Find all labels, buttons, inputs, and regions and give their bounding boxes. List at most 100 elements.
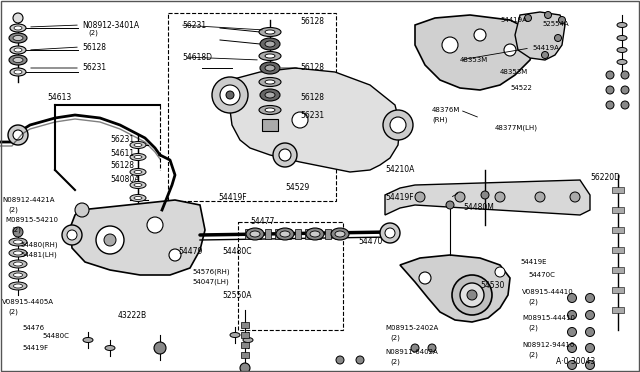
Ellipse shape <box>14 26 22 30</box>
Circle shape <box>586 343 595 353</box>
Ellipse shape <box>246 228 264 240</box>
Circle shape <box>446 201 454 209</box>
Text: 56220D: 56220D <box>590 173 620 183</box>
Circle shape <box>385 228 395 238</box>
Ellipse shape <box>130 182 146 189</box>
Circle shape <box>273 143 297 167</box>
Text: 56128: 56128 <box>110 161 134 170</box>
Text: N08912-3401A: N08912-3401A <box>82 20 139 29</box>
Ellipse shape <box>259 28 281 36</box>
Ellipse shape <box>250 231 260 237</box>
Circle shape <box>460 283 484 307</box>
Text: 43222B: 43222B <box>118 311 147 320</box>
Bar <box>295 229 301 239</box>
Bar <box>241 352 249 358</box>
Ellipse shape <box>306 228 324 240</box>
Text: 56128: 56128 <box>300 93 324 103</box>
Circle shape <box>621 71 629 79</box>
Circle shape <box>535 192 545 202</box>
Ellipse shape <box>130 195 146 202</box>
Circle shape <box>467 290 477 300</box>
Bar <box>245 229 251 239</box>
Text: 54576(RH): 54576(RH) <box>192 269 230 275</box>
Circle shape <box>568 327 577 337</box>
Text: 52550A: 52550A <box>222 291 252 299</box>
Bar <box>238 222 343 330</box>
Circle shape <box>13 227 23 237</box>
Circle shape <box>442 37 458 53</box>
Ellipse shape <box>230 333 240 337</box>
Polygon shape <box>385 180 590 215</box>
Circle shape <box>383 110 413 140</box>
Text: (2): (2) <box>528 352 538 358</box>
Circle shape <box>62 225 82 245</box>
Text: (2): (2) <box>8 207 18 213</box>
Ellipse shape <box>130 154 146 160</box>
Ellipse shape <box>9 33 27 43</box>
Bar <box>612 227 624 233</box>
Bar <box>275 229 281 239</box>
Circle shape <box>554 35 561 42</box>
Circle shape <box>104 234 116 246</box>
Text: 48353M: 48353M <box>500 69 528 75</box>
Text: 54529: 54529 <box>285 183 309 192</box>
Ellipse shape <box>9 55 27 65</box>
Circle shape <box>525 15 531 22</box>
Circle shape <box>169 249 181 261</box>
Circle shape <box>336 356 344 364</box>
Ellipse shape <box>265 54 275 58</box>
Ellipse shape <box>130 141 146 148</box>
Text: 56128: 56128 <box>300 64 324 73</box>
Ellipse shape <box>10 46 26 54</box>
Text: 54480C: 54480C <box>42 333 69 339</box>
Circle shape <box>8 125 28 145</box>
Ellipse shape <box>13 251 22 255</box>
Circle shape <box>212 77 248 113</box>
Ellipse shape <box>10 68 26 76</box>
Text: V08915-4405A: V08915-4405A <box>2 299 54 305</box>
Bar <box>265 229 271 239</box>
Circle shape <box>240 363 250 372</box>
Circle shape <box>455 192 465 202</box>
Text: 54470C: 54470C <box>528 272 555 278</box>
Ellipse shape <box>259 106 281 115</box>
Text: 56231: 56231 <box>110 135 134 144</box>
Ellipse shape <box>617 35 627 41</box>
Circle shape <box>481 191 489 199</box>
Text: 56128: 56128 <box>300 17 324 26</box>
Circle shape <box>504 44 516 56</box>
Circle shape <box>541 51 548 58</box>
Ellipse shape <box>259 51 281 61</box>
Circle shape <box>226 91 234 99</box>
Circle shape <box>586 360 595 369</box>
Text: (2): (2) <box>528 325 538 331</box>
Ellipse shape <box>134 183 142 186</box>
Bar <box>315 229 321 239</box>
Ellipse shape <box>243 337 253 343</box>
Ellipse shape <box>13 273 22 277</box>
Ellipse shape <box>259 77 281 87</box>
Text: 56231: 56231 <box>82 64 106 73</box>
Circle shape <box>570 192 580 202</box>
Ellipse shape <box>134 155 142 158</box>
Ellipse shape <box>265 80 275 84</box>
Polygon shape <box>515 12 565 60</box>
Text: 54080A: 54080A <box>110 176 140 185</box>
Ellipse shape <box>10 24 26 32</box>
Circle shape <box>621 101 629 109</box>
Text: N08912-4421A: N08912-4421A <box>2 197 54 203</box>
Text: (RH): (RH) <box>432 117 447 123</box>
Text: 54210A: 54210A <box>385 166 414 174</box>
Bar <box>612 207 624 213</box>
Circle shape <box>495 267 505 277</box>
Polygon shape <box>400 255 510 322</box>
Circle shape <box>586 311 595 320</box>
Text: V08915-44410: V08915-44410 <box>522 289 573 295</box>
Ellipse shape <box>134 196 142 199</box>
Text: 54480M: 54480M <box>463 203 494 212</box>
Ellipse shape <box>134 170 142 173</box>
Circle shape <box>606 71 614 79</box>
Text: 54479: 54479 <box>178 247 202 257</box>
Circle shape <box>586 294 595 302</box>
Bar <box>612 287 624 293</box>
